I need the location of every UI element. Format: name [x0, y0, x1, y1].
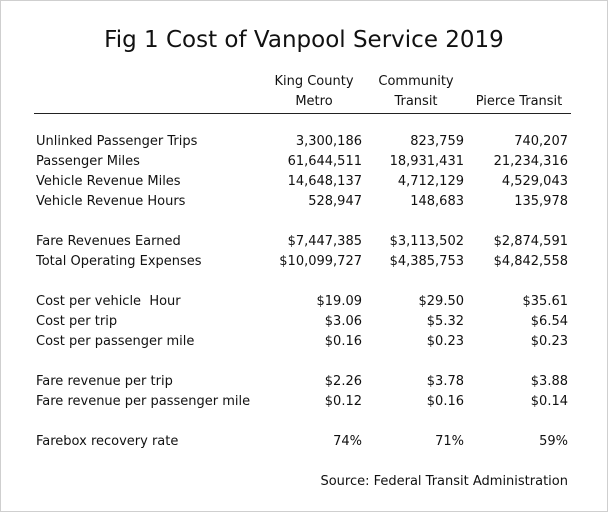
column-header-community-transit-line2: Transit — [394, 94, 438, 109]
row-label: Unlinked Passenger Trips — [36, 134, 198, 149]
table-row: Fare Revenues Earned $7,447,385 $3,113,5… — [0, 232, 608, 252]
table-row: Fare revenue per passenger mile $0.12 $0… — [0, 392, 608, 412]
column-header-pierce-transit-line2: Pierce Transit — [475, 94, 563, 109]
table-row: Vehicle Revenue Hours 528,947 148,683 13… — [0, 192, 608, 212]
cell-pierce-transit: 4,529,043 — [501, 174, 568, 189]
cell-community-transit: $3.78 — [426, 374, 464, 389]
column-header-king-county-line1: King County — [274, 74, 354, 89]
cell-king-county: 528,947 — [308, 194, 362, 209]
cell-community-transit: 148,683 — [410, 194, 464, 209]
figure-title: Fig 1 Cost of Vanpool Service 2019 — [104, 27, 504, 53]
row-label: Cost per trip — [36, 314, 118, 329]
cell-king-county: $19.09 — [316, 294, 363, 309]
cell-pierce-transit: $2,874,591 — [493, 234, 568, 249]
cell-king-county: $7,447,385 — [287, 234, 362, 249]
table-row: Fare revenue per trip $2.26 $3.78 $3.88 — [0, 372, 608, 392]
table-row: Cost per vehicle Hour $19.09 $29.50 $35.… — [0, 292, 608, 312]
cell-king-county: $2.26 — [324, 374, 362, 389]
cell-pierce-transit: $4,842,558 — [493, 254, 568, 269]
row-label: Passenger Miles — [36, 154, 140, 169]
row-label: Farebox recovery rate — [36, 434, 179, 449]
cell-king-county: 14,648,137 — [287, 174, 362, 189]
table-row: Farebox recovery rate 74% 71% 59% — [0, 432, 608, 452]
cell-community-transit: 4,712,129 — [397, 174, 464, 189]
cell-king-county: 61,644,511 — [287, 154, 362, 169]
table-row: Cost per trip $3.06 $5.32 $6.54 — [0, 312, 608, 332]
table-row: Total Operating Expenses $10,099,727 $4,… — [0, 252, 608, 272]
cell-king-county: 3,300,186 — [295, 134, 362, 149]
cell-pierce-transit: $6.54 — [530, 314, 568, 329]
cell-community-transit: $4,385,753 — [389, 254, 464, 269]
cell-king-county: $0.16 — [324, 334, 362, 349]
table-row: Passenger Miles 61,644,511 18,931,431 21… — [0, 152, 608, 172]
cell-pierce-transit: $3.88 — [530, 374, 568, 389]
row-label: Vehicle Revenue Hours — [36, 194, 186, 209]
cell-community-transit: $0.23 — [426, 334, 464, 349]
cell-pierce-transit: 21,234,316 — [493, 154, 568, 169]
cell-king-county: 74% — [333, 434, 362, 449]
header-divider — [34, 113, 571, 114]
cell-community-transit: 71% — [435, 434, 464, 449]
table-row: Vehicle Revenue Miles 14,648,137 4,712,1… — [0, 172, 608, 192]
row-label: Cost per passenger mile — [36, 334, 195, 349]
row-label: Total Operating Expenses — [36, 254, 202, 269]
cell-community-transit: 823,759 — [410, 134, 464, 149]
cell-community-transit: $29.50 — [418, 294, 465, 309]
table-row: Cost per passenger mile $0.16 $0.23 $0.2… — [0, 332, 608, 352]
cell-king-county: $3.06 — [324, 314, 362, 329]
row-label: Fare revenue per passenger mile — [36, 394, 251, 409]
cell-king-county: $0.12 — [324, 394, 362, 409]
column-header-king-county-line2: Metro — [295, 94, 333, 109]
cell-pierce-transit: 135,978 — [514, 194, 568, 209]
cell-community-transit: $5.32 — [426, 314, 464, 329]
source-note: Source: Federal Transit Administration — [320, 474, 568, 489]
cell-community-transit: $3,113,502 — [389, 234, 464, 249]
cell-pierce-transit: $0.23 — [530, 334, 568, 349]
cell-pierce-transit: $0.14 — [530, 394, 568, 409]
table-row: Unlinked Passenger Trips 3,300,186 823,7… — [0, 132, 608, 152]
cell-king-county: $10,099,727 — [279, 254, 362, 269]
row-label: Cost per vehicle Hour — [36, 294, 181, 309]
row-label: Fare Revenues Earned — [36, 234, 181, 249]
row-label: Fare revenue per trip — [36, 374, 173, 389]
column-header-community-transit-line1: Community — [378, 74, 454, 89]
row-label: Vehicle Revenue Miles — [36, 174, 181, 189]
cell-pierce-transit: 740,207 — [514, 134, 568, 149]
cell-community-transit: 18,931,431 — [389, 154, 464, 169]
cell-community-transit: $0.16 — [426, 394, 464, 409]
cell-pierce-transit: 59% — [539, 434, 568, 449]
cell-pierce-transit: $35.61 — [522, 294, 569, 309]
